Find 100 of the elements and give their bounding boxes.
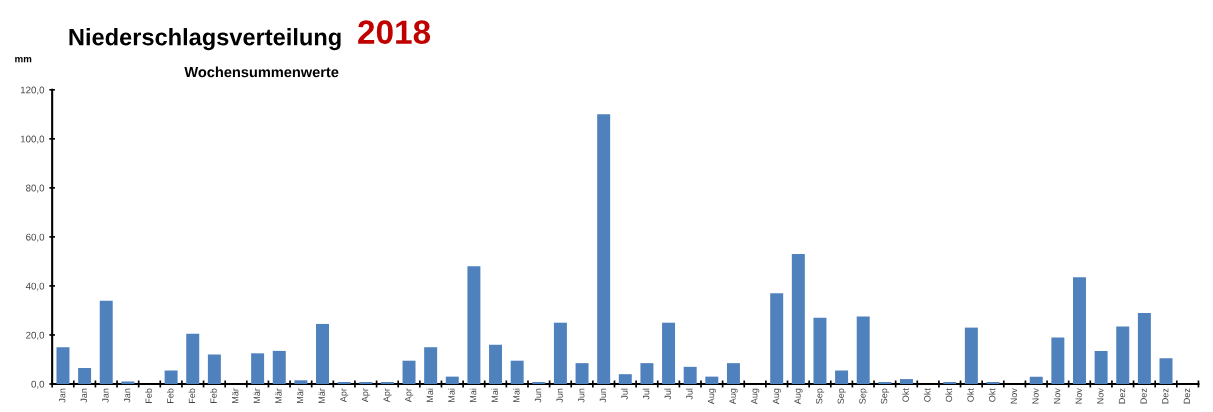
bar xyxy=(510,360,524,384)
x-tick-label: Jan xyxy=(123,388,131,403)
x-tick-label: Okt xyxy=(988,388,996,402)
bar xyxy=(899,379,913,384)
y-tick-label: 0,0 xyxy=(31,380,45,389)
y-tick-label: 120,0 xyxy=(20,86,45,95)
x-tick-label: Sep xyxy=(815,388,825,404)
x-tick-label: Dez xyxy=(1162,388,1169,404)
bar xyxy=(402,360,416,384)
bar xyxy=(662,322,676,384)
bar xyxy=(575,363,589,384)
bar xyxy=(705,376,719,384)
bar xyxy=(424,347,438,384)
x-tick-label: Mär xyxy=(232,388,239,403)
bar xyxy=(835,370,849,384)
bar xyxy=(683,366,697,384)
x-tick-label: Dez xyxy=(1118,388,1126,404)
x-tick-label: Feb xyxy=(145,388,152,403)
x-tick-label: Dez xyxy=(1183,388,1191,404)
bar xyxy=(726,363,740,384)
y-tick-label: 80,0 xyxy=(26,184,45,193)
x-tick-label: Okt xyxy=(945,388,953,402)
bar xyxy=(294,380,308,384)
bar xyxy=(1094,350,1108,384)
x-tick-label: Sep xyxy=(837,388,846,404)
bar xyxy=(791,254,805,384)
bar xyxy=(813,317,827,384)
x-tick-label: Jul xyxy=(621,388,628,400)
chart-subtitle: Wochensummenwerte xyxy=(184,66,339,78)
x-tick-label: Apr xyxy=(361,388,370,403)
bar xyxy=(1029,376,1043,384)
x-tick-label: Mai xyxy=(491,388,498,402)
x-tick-label: Nov xyxy=(1053,388,1061,404)
x-tick-label: Aug xyxy=(751,388,760,405)
x-tick-label: Okt xyxy=(967,388,974,402)
bar xyxy=(597,114,611,384)
x-tick-label: Jan xyxy=(59,388,66,403)
x-tick-label: Jul xyxy=(685,388,693,400)
x-tick-label: Nov xyxy=(1010,388,1018,404)
x-tick-label: Jan xyxy=(80,388,88,403)
bar xyxy=(316,323,329,384)
bar xyxy=(553,322,567,384)
x-tick-label: Mär xyxy=(297,388,304,403)
bar xyxy=(186,333,200,384)
bar xyxy=(78,368,92,384)
x-tick-label: Mai xyxy=(512,388,520,402)
chart-title: Niederschlagsverteilung xyxy=(69,28,341,51)
y-tick-label: 20,0 xyxy=(26,331,45,340)
x-tick-label: Apr xyxy=(383,388,392,403)
x-tick-label: Mai xyxy=(426,388,434,402)
y-tick-label: 60,0 xyxy=(26,233,45,242)
x-tick-label: Apr xyxy=(340,388,349,403)
bar xyxy=(856,316,870,384)
y-tick-label: 40,0 xyxy=(25,282,45,291)
bar xyxy=(1051,337,1065,384)
text: 2018 xyxy=(358,20,431,44)
x-tick-label: Nov xyxy=(1097,388,1104,404)
bar xyxy=(251,353,265,384)
x-tick-label: Jun xyxy=(534,388,542,403)
x-tick-label: Nov xyxy=(1075,388,1082,404)
x-tick-label: Aug xyxy=(772,388,781,405)
bar xyxy=(1137,312,1151,384)
bar xyxy=(1116,326,1130,384)
bar xyxy=(272,350,286,384)
x-tick-label: Jan xyxy=(102,388,109,403)
x-tick-label: Jul xyxy=(642,388,650,400)
bar xyxy=(964,327,978,384)
x-tick-label: Jun xyxy=(578,388,585,403)
x-tick-label: Mär xyxy=(253,388,261,403)
bar xyxy=(99,300,113,384)
x-tick-label: Aug xyxy=(794,388,803,405)
bar xyxy=(1073,277,1086,384)
bar xyxy=(207,354,221,384)
x-tick-label: Jul xyxy=(664,388,671,400)
x-tick-label: Mär xyxy=(275,388,282,403)
x-tick-label: Nov xyxy=(1032,388,1039,404)
x-tick-label: Dez xyxy=(1140,388,1147,404)
x-tick-label: Sep xyxy=(859,388,868,404)
x-tick-label: Jun xyxy=(556,388,563,403)
y-tick-label: 100,0 xyxy=(20,135,45,144)
x-tick-label: Okt xyxy=(902,388,909,402)
bar xyxy=(640,363,654,384)
x-tick-label: Feb xyxy=(166,388,174,403)
bar xyxy=(56,347,70,384)
x-tick-label: Apr xyxy=(405,388,414,403)
bar xyxy=(467,266,481,384)
bar xyxy=(489,344,503,384)
bar xyxy=(445,376,459,384)
x-tick-label: Feb xyxy=(188,388,196,403)
bar xyxy=(770,293,784,384)
x-tick-label: Sep xyxy=(880,388,890,404)
bar xyxy=(618,374,632,384)
x-tick-label: Mai xyxy=(448,388,455,402)
bar xyxy=(164,370,178,384)
x-tick-label: Mär xyxy=(318,388,325,403)
x-tick-label: Aug xyxy=(729,388,738,405)
x-tick-label: Jun xyxy=(599,388,607,403)
x-tick-label: Feb xyxy=(210,388,217,403)
y-axis-title: mm xyxy=(15,57,32,63)
bar xyxy=(1159,358,1173,384)
